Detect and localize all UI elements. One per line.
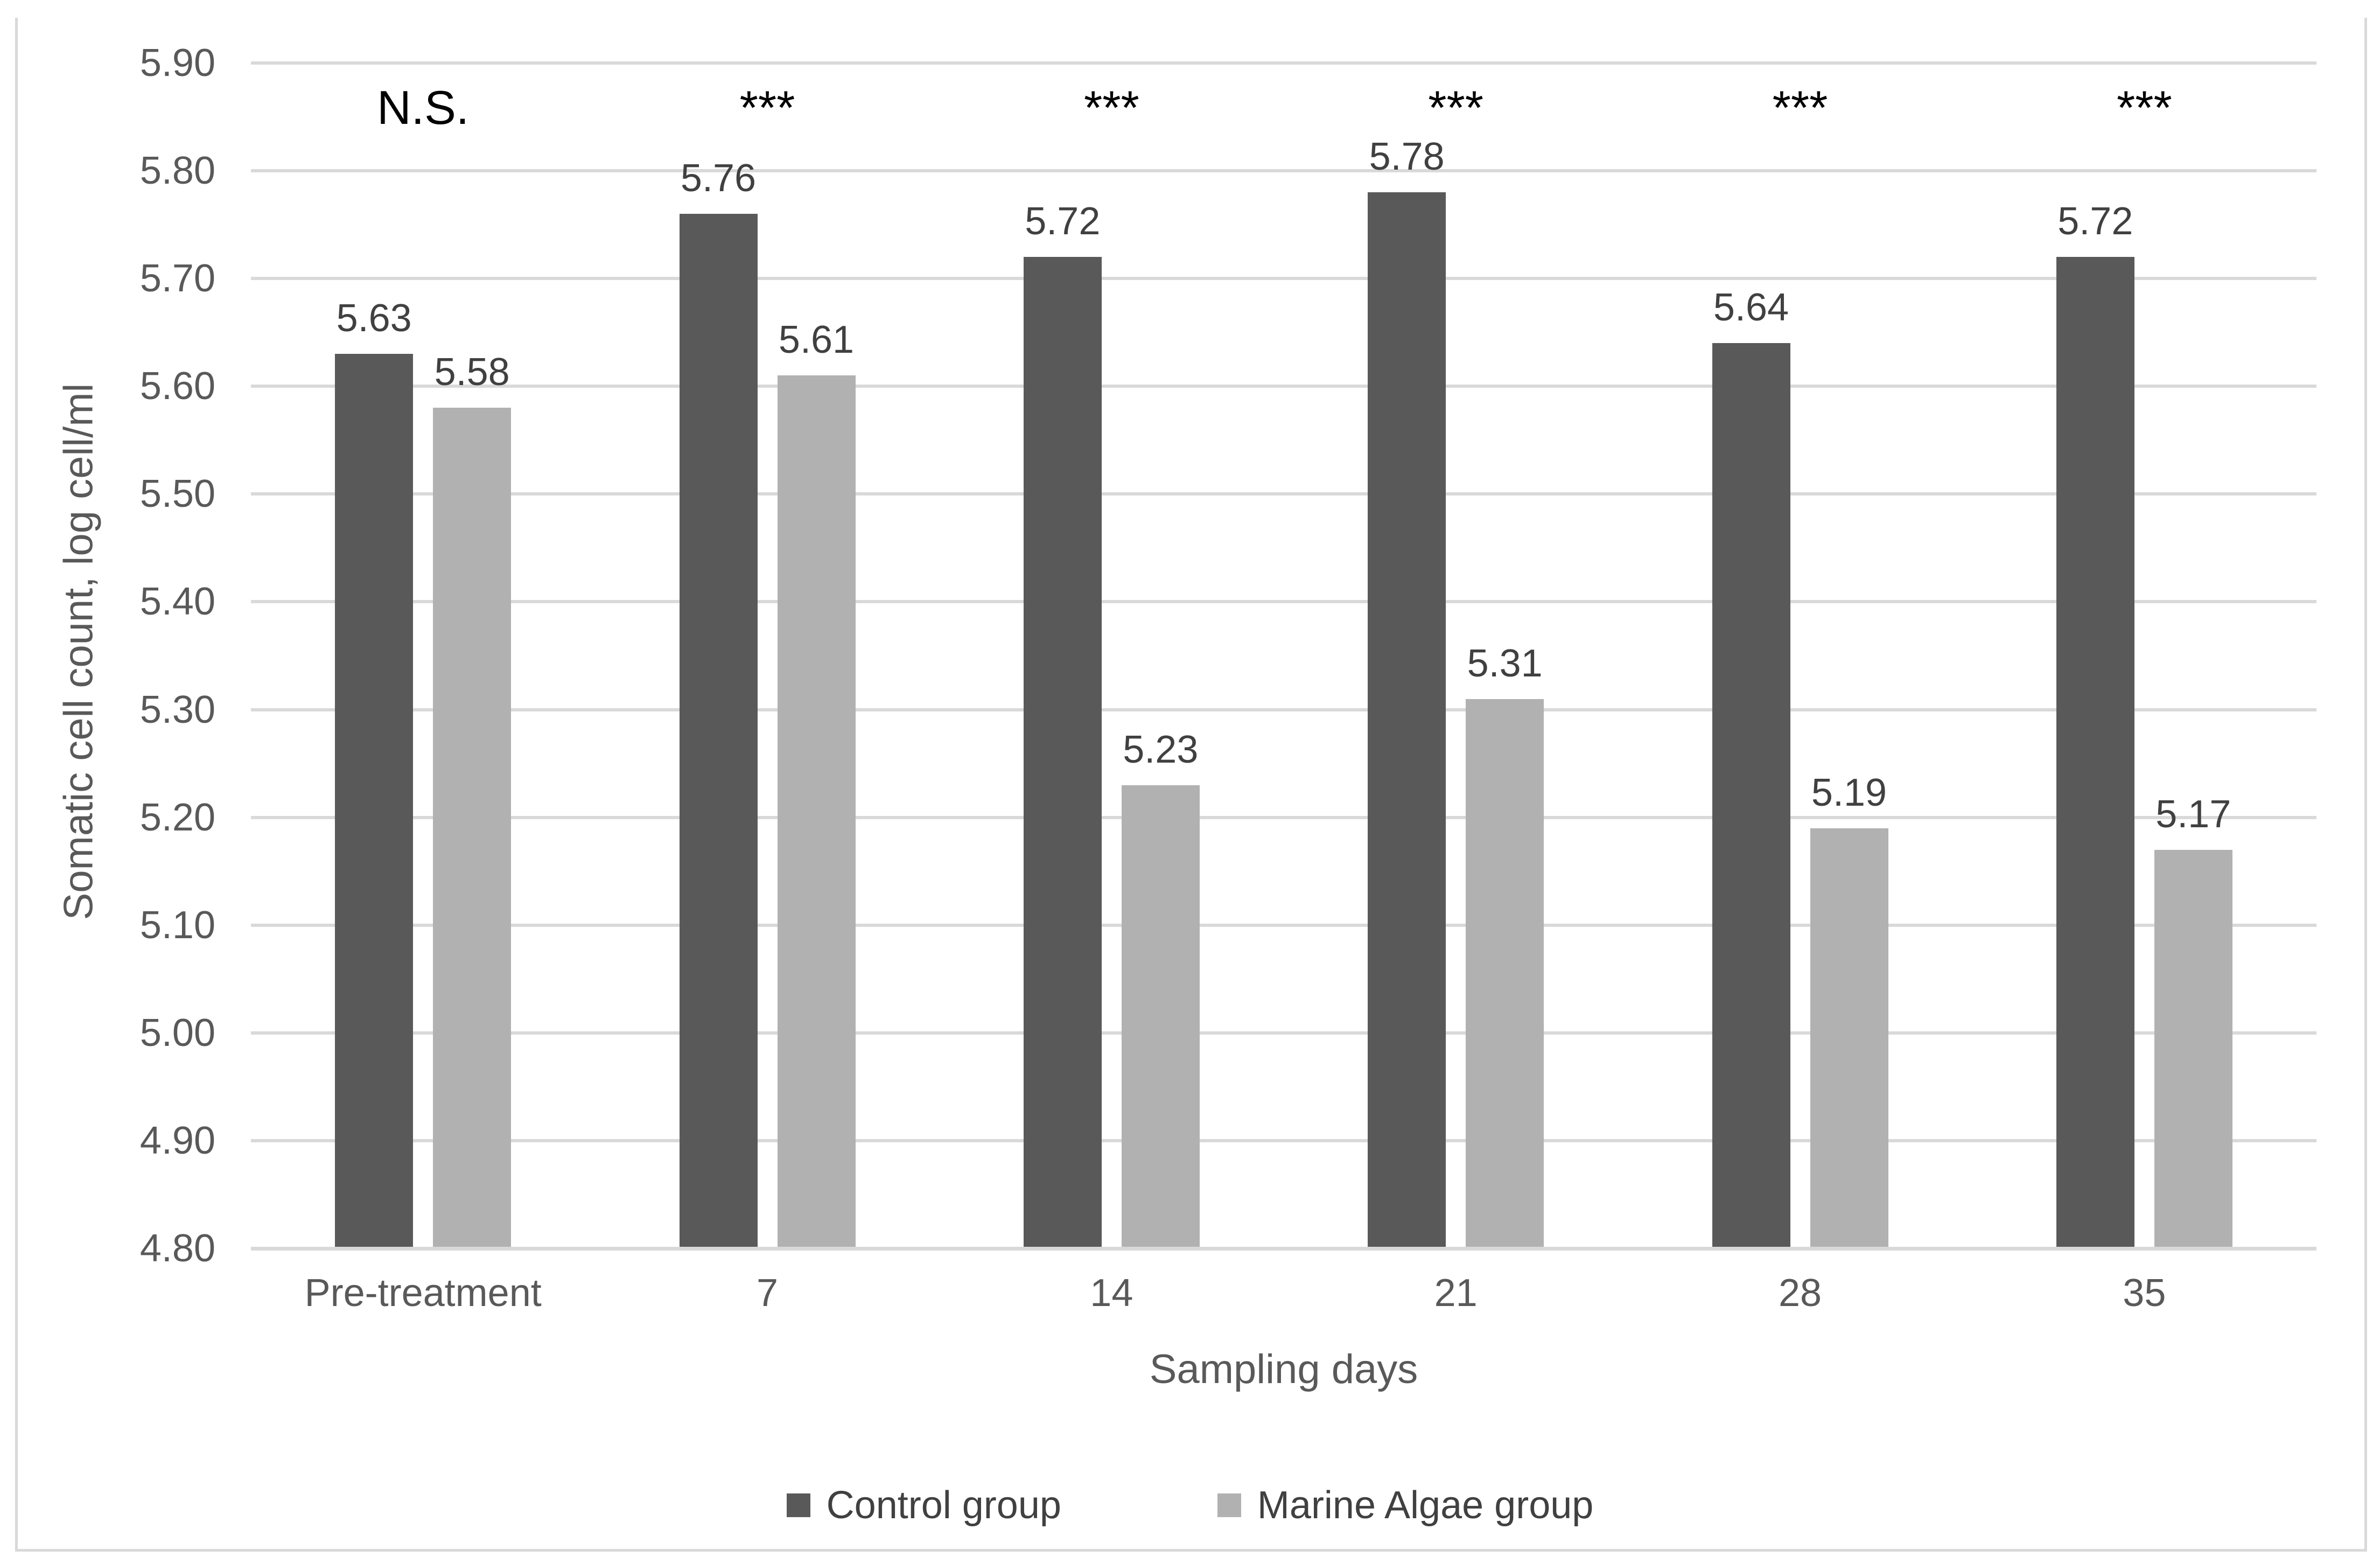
significance-label: ***	[1772, 81, 1828, 134]
value-label: 5.72	[2057, 200, 2133, 243]
bar-marine-algae-group	[777, 375, 856, 1248]
gridline	[251, 708, 2316, 711]
legend-swatch	[786, 1493, 810, 1517]
bar-control-group	[335, 354, 414, 1248]
y-tick-label: 5.80	[139, 149, 215, 193]
legend-label: Control group	[826, 1484, 1061, 1527]
significance-label: ***	[1428, 81, 1484, 134]
y-tick-label: 5.90	[139, 41, 215, 85]
bar-marine-algae-group	[1121, 785, 1200, 1248]
y-tick-label: 4.90	[139, 1119, 215, 1162]
gridline	[251, 492, 2316, 496]
value-label: 5.17	[2155, 792, 2231, 836]
bar-marine-algae-group	[433, 408, 512, 1248]
x-tick-label: 21	[1434, 1272, 1478, 1315]
value-label: 5.19	[1811, 771, 1887, 814]
gridline	[251, 815, 2316, 819]
y-tick-label: 5.50	[139, 472, 215, 516]
value-label: 5.23	[1123, 728, 1199, 771]
bar-marine-algae-group	[1466, 699, 1544, 1248]
y-tick-label: 5.00	[139, 1011, 215, 1055]
x-axis-title: Sampling days	[1149, 1346, 1418, 1392]
value-label: 5.78	[1369, 135, 1445, 179]
y-tick-label: 5.70	[139, 257, 215, 301]
y-tick-label: 5.40	[139, 580, 215, 624]
bar-marine-algae-group	[1810, 828, 1888, 1248]
x-tick-label: Pre-treatment	[304, 1272, 542, 1315]
x-tick-label: 7	[756, 1272, 779, 1315]
bar-control-group	[2056, 257, 2134, 1248]
y-tick-label: 5.30	[139, 688, 215, 731]
y-tick-label: 5.20	[139, 795, 215, 839]
value-label: 5.58	[434, 351, 510, 394]
bar-control-group	[1368, 192, 1446, 1248]
legend-item-marine-algae-group: Marine Algae group	[1217, 1481, 1593, 1530]
legend-swatch	[1217, 1493, 1241, 1517]
legend-label: Marine Algae group	[1257, 1484, 1594, 1527]
x-tick-label: 28	[1778, 1272, 1822, 1315]
value-label: 5.72	[1025, 200, 1101, 243]
significance-label: ***	[2116, 81, 2172, 134]
y-tick-label: 5.10	[139, 903, 215, 947]
y-tick-label: 4.80	[139, 1227, 215, 1270]
y-tick-label: 5.60	[139, 365, 215, 408]
gridline	[251, 923, 2316, 927]
gridline	[251, 1139, 2316, 1142]
legend: Control group Marine Algae group	[0, 1481, 2380, 1530]
gridline	[251, 600, 2316, 604]
value-label: 5.64	[1713, 286, 1789, 330]
gridline	[251, 1031, 2316, 1035]
x-axis-line	[251, 1247, 2316, 1251]
bar-marine-algae-group	[2154, 849, 2232, 1248]
value-label: 5.31	[1467, 641, 1543, 685]
legend-item-control-group: Control group	[786, 1481, 1061, 1530]
significance-label: ***	[1083, 81, 1139, 134]
bar-control-group	[679, 214, 758, 1248]
gridline	[251, 277, 2316, 281]
value-label: 5.63	[336, 297, 412, 340]
gridline	[251, 61, 2316, 65]
bar-control-group	[1712, 343, 1790, 1248]
gridline	[251, 169, 2316, 173]
bar-control-group	[1023, 257, 1102, 1248]
value-label: 5.76	[680, 157, 757, 200]
significance-label: N.S.	[377, 81, 470, 134]
significance-label: ***	[739, 81, 795, 134]
value-label: 5.61	[778, 318, 855, 362]
x-tick-label: 35	[2123, 1272, 2166, 1315]
figure-border	[15, 18, 2367, 1552]
x-tick-label: 14	[1090, 1272, 1133, 1315]
gridline	[251, 385, 2316, 388]
